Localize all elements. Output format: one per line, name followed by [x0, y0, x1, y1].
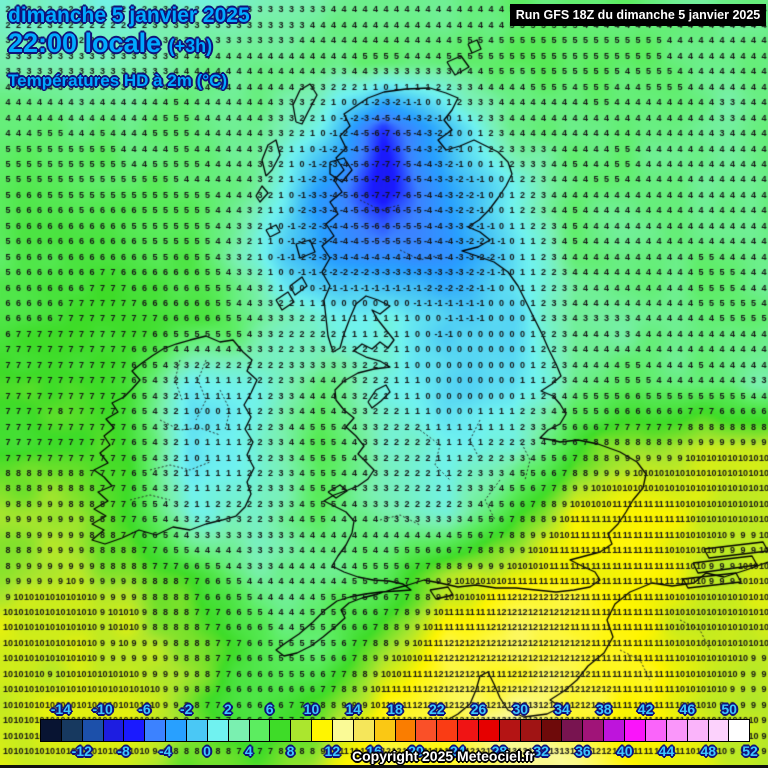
colorbar-cell	[687, 720, 709, 741]
colorbar-cell	[395, 720, 417, 741]
colorbar-label: 6	[265, 701, 274, 717]
colorbar-cell	[604, 720, 626, 741]
colorbar-label: 32	[533, 743, 549, 759]
colorbar-label: 8	[286, 743, 295, 759]
colorbar-cell	[82, 720, 104, 741]
colorbar-label: -4	[159, 743, 172, 759]
run-info-box: Run GFS 18Z du dimanche 5 janvier 2025	[510, 4, 766, 26]
colorbar-cell	[437, 720, 459, 741]
bottom-border	[0, 765, 768, 768]
colorbar-label: 40	[616, 743, 633, 759]
colorbar-label: 2	[224, 701, 232, 717]
colorbar-label: 50	[721, 701, 737, 717]
colorbar-label: 22	[428, 701, 445, 717]
colorbar-label: -14	[50, 701, 71, 717]
colorbar-label: 12	[324, 743, 341, 759]
colorbar-cell	[708, 720, 730, 741]
colorbar-cell	[145, 720, 167, 741]
colorbar-cell	[228, 720, 250, 741]
colorbar-cell	[166, 720, 188, 741]
colorbar-cell	[729, 720, 750, 741]
colorbar-label: 42	[637, 701, 654, 717]
colorbar-label: 28	[491, 743, 508, 759]
colorbar-label: 10	[303, 701, 320, 717]
colorbar-label: 0	[203, 743, 211, 759]
colorbar-label: -12	[71, 743, 92, 759]
colorbar-label: 4	[244, 743, 253, 759]
colorbar-cell	[479, 720, 500, 741]
colorbar-label: 34	[554, 701, 570, 717]
colorbar-label: 24	[449, 743, 466, 759]
colorbar-cell	[645, 720, 667, 741]
colorbar-cell	[583, 720, 605, 741]
colorbar-label: -8	[117, 743, 130, 759]
colorbar-cell	[520, 720, 542, 741]
colorbar-label: 30	[512, 701, 529, 717]
colorbar-cell	[374, 720, 396, 741]
colorbar-cell	[41, 720, 62, 741]
colorbar-cell	[333, 720, 354, 741]
colorbar-label: -10	[92, 701, 113, 717]
colorbar-label: 26	[470, 701, 487, 717]
colorbar-label: -2	[179, 701, 193, 717]
colorbar-cell	[103, 720, 125, 741]
colorbar-label: 18	[387, 701, 403, 717]
colorbar-cell	[124, 720, 146, 741]
colorbar-label: -6	[138, 701, 151, 717]
colorbar-cell	[207, 720, 229, 741]
colorbar-cell	[270, 720, 292, 741]
colorbar-cell	[61, 720, 83, 741]
colorbar-label: 20	[408, 743, 424, 759]
colorbar-label: 14	[345, 701, 362, 717]
colorbar-cell	[499, 720, 521, 741]
colorbar-cell	[541, 720, 563, 741]
colorbar-label: 36	[575, 743, 591, 759]
colorbar-label: 38	[596, 701, 612, 717]
colorbar-cell	[666, 720, 688, 741]
colorbar-cell	[312, 720, 334, 741]
colorbar-cell	[353, 720, 375, 741]
copyright-notice: Copyright 2025 Meteociel.fr	[352, 748, 535, 764]
colorbar-label: 52	[742, 743, 758, 759]
colorbar-cell	[625, 720, 646, 741]
colorbar-label: 46	[679, 701, 696, 717]
colorbar-label: 16	[366, 743, 382, 759]
colorbar-cell	[187, 720, 208, 741]
colorbar-cell	[458, 720, 480, 741]
colorbar-label: 48	[700, 743, 717, 759]
colorbar-cell	[562, 720, 584, 741]
temperature-colorbar	[40, 719, 750, 742]
colorbar-label: 44	[658, 743, 675, 759]
colorbar-cell	[291, 720, 313, 741]
colorbar-cell	[416, 720, 438, 741]
colorbar-cell	[249, 720, 271, 741]
